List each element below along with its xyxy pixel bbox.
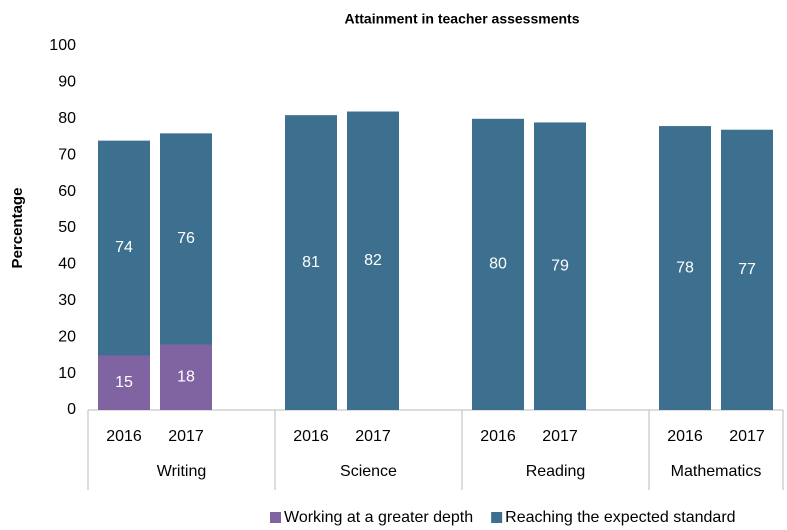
legend-swatch [270,512,281,523]
x-tick-label: 2016 [293,428,329,445]
y-axis-label: Percentage [9,188,26,269]
x-tick-label: 2017 [355,428,391,445]
bar [659,126,711,410]
group-label: Writing [157,463,207,480]
y-tick-label: 50 [58,219,76,236]
value-label: 81 [302,254,320,271]
bar [98,355,150,410]
x-tick-label: 2017 [168,428,204,445]
value-label: 82 [364,252,382,269]
value-label: 80 [489,256,507,273]
value-label: 76 [177,230,195,247]
x-tick-label: 2017 [729,428,765,445]
value-label: 79 [551,257,569,274]
legend-swatch [491,512,503,523]
y-tick-label: 60 [58,183,76,200]
value-label: 18 [177,368,195,385]
value-label: 77 [738,261,756,278]
value-label: 74 [115,239,133,256]
bar [721,129,773,410]
legend-label: Working at a greater depth [284,509,473,526]
y-tick-label: 70 [58,146,76,163]
y-tick-label: 40 [58,256,76,273]
x-tick-label: 2017 [542,428,578,445]
y-tick-label: 10 [58,365,76,382]
group-label: Mathematics [671,463,762,480]
chart-title: Attainment in teacher assessments [345,11,580,27]
value-label: 78 [676,259,694,276]
y-tick-label: 90 [58,74,76,91]
y-tick-label: 30 [58,292,76,309]
bar [534,122,586,410]
x-tick-label: 2016 [106,428,142,445]
y-tick-label: 0 [67,401,76,418]
group-label: Reading [526,463,586,480]
bar [160,344,212,410]
y-tick-label: 100 [49,37,76,54]
y-tick-label: 20 [58,328,76,345]
bar [472,118,524,411]
bar [285,115,337,410]
bar [347,111,399,411]
y-tick-label: 80 [58,110,76,127]
x-tick-label: 2016 [480,428,516,445]
group-label: Science [340,463,397,480]
value-label: 15 [115,374,133,391]
x-tick-label: 2016 [667,428,703,445]
legend-label: Reaching the expected standard [505,509,735,526]
